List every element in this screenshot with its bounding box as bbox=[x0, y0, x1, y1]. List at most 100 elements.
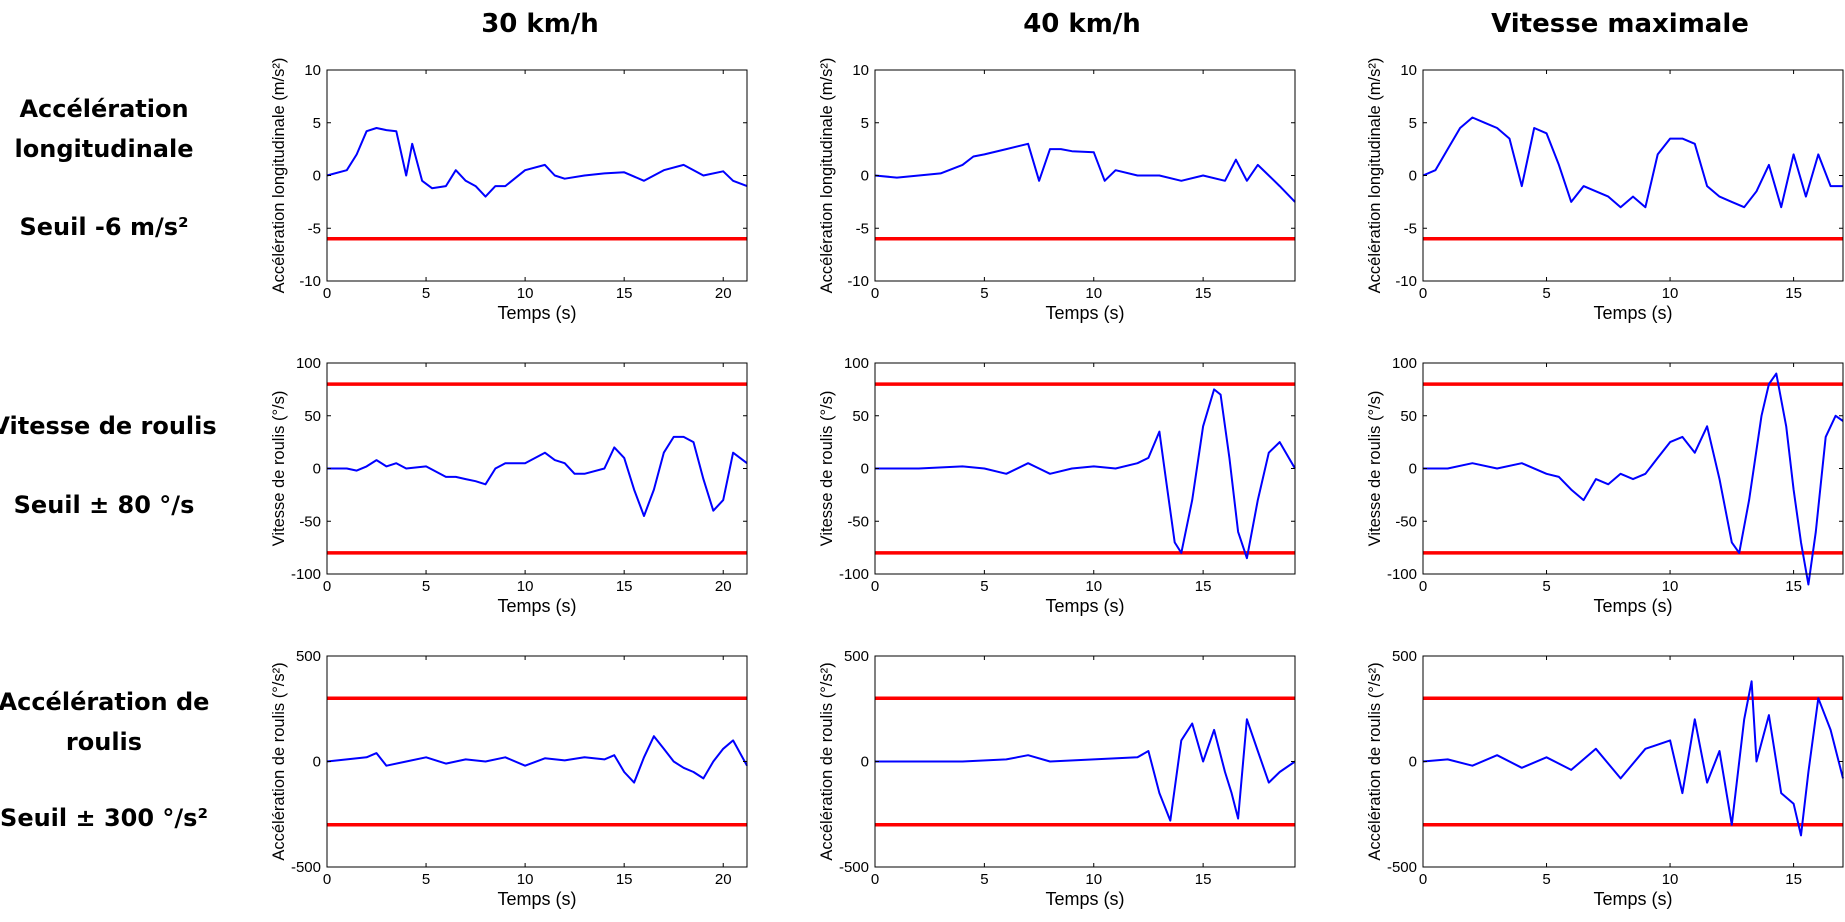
y-tick-label: 5 bbox=[1409, 115, 1417, 132]
x-tick-label: 0 bbox=[871, 578, 879, 595]
x-tick-label: 15 bbox=[616, 578, 633, 595]
y-tick-label: -50 bbox=[299, 513, 321, 530]
signal-series-line bbox=[874, 142, 1296, 203]
y-tick-label: -500 bbox=[839, 859, 869, 876]
y-tick-label: 10 bbox=[852, 62, 869, 79]
y-axis-label: Accélération de roulis (°/s²) bbox=[818, 662, 836, 860]
chart-panel-r1-c2: 0 5 10 15 -100 -50 0 50 100 Temps (s) Vitesse de r… bbox=[1366, 355, 1844, 616]
y-tick-label: 0 bbox=[1409, 754, 1417, 771]
y-axis-label: Accélération de roulis (°/s²) bbox=[270, 662, 288, 860]
x-tick-label: 0 bbox=[323, 871, 331, 888]
x-tick-label: 20 bbox=[715, 871, 732, 888]
y-tick-label: -500 bbox=[291, 859, 321, 876]
y-tick-label: -10 bbox=[847, 273, 869, 290]
y-tick-label: 0 bbox=[861, 461, 869, 478]
x-axis-label: Temps (s) bbox=[1593, 889, 1672, 909]
y-tick-label: 0 bbox=[861, 168, 869, 185]
x-tick-label: 15 bbox=[1785, 578, 1802, 595]
y-tick-label: 100 bbox=[1392, 355, 1417, 372]
x-tick-label: 5 bbox=[422, 871, 430, 888]
x-axis-label: Temps (s) bbox=[497, 889, 576, 909]
y-tick-label: 500 bbox=[296, 648, 321, 665]
y-tick-label: 10 bbox=[1400, 62, 1417, 79]
x-tick-label: 0 bbox=[1419, 871, 1427, 888]
x-axis-label: Temps (s) bbox=[1045, 889, 1124, 909]
row-1-threshold-label: Seuil ± 80 °/s bbox=[14, 491, 195, 519]
y-tick-label: 0 bbox=[1409, 461, 1417, 478]
y-tick-label: 500 bbox=[1392, 648, 1417, 665]
y-tick-label: 0 bbox=[313, 754, 321, 771]
x-tick-label: 5 bbox=[980, 871, 988, 888]
x-tick-label: 10 bbox=[517, 285, 534, 302]
y-tick-label: -50 bbox=[847, 513, 869, 530]
y-tick-label: -5 bbox=[308, 220, 321, 237]
x-tick-label: 15 bbox=[616, 285, 633, 302]
signal-series-line bbox=[875, 388, 1296, 560]
x-tick-label: 20 bbox=[715, 285, 732, 302]
signal-series-line bbox=[1422, 680, 1844, 837]
axes-box bbox=[874, 69, 1296, 282]
x-tick-label: 0 bbox=[1419, 578, 1427, 595]
axes-box bbox=[326, 362, 748, 575]
x-tick-label: 0 bbox=[871, 871, 879, 888]
row-title-0-line-1: Accélération bbox=[19, 95, 188, 123]
y-tick-label: 0 bbox=[313, 168, 321, 185]
row-0-threshold-label: Seuil -6 m/s² bbox=[19, 213, 188, 241]
y-tick-label: -5 bbox=[1404, 220, 1417, 237]
x-tick-label: 10 bbox=[1085, 871, 1102, 888]
row-title-0-line-2: longitudinale bbox=[15, 135, 194, 163]
chart-panel-r1-c1: 0 5 10 15 -100 -50 0 50 100 Temps (s) Vitesse de r… bbox=[818, 355, 1296, 616]
y-tick-label: 50 bbox=[852, 408, 869, 425]
y-axis-label: Vitesse de roulis (°/s) bbox=[270, 391, 288, 547]
x-tick-label: 15 bbox=[1195, 871, 1212, 888]
row-title-2-line-1: Accélération de bbox=[0, 688, 209, 716]
x-tick-label: 15 bbox=[1785, 871, 1802, 888]
x-tick-label: 10 bbox=[1662, 578, 1679, 595]
x-axis-label: Temps (s) bbox=[1045, 303, 1124, 323]
x-tick-label: 15 bbox=[616, 871, 633, 888]
y-tick-label: 5 bbox=[313, 115, 321, 132]
y-tick-label: -500 bbox=[1387, 859, 1417, 876]
x-tick-label: 15 bbox=[1195, 578, 1212, 595]
y-tick-label: -5 bbox=[856, 220, 869, 237]
x-tick-label: 10 bbox=[517, 871, 534, 888]
y-tick-label: 0 bbox=[861, 754, 869, 771]
row-titles: Accélération longitudinale Seuil -6 m/s²… bbox=[0, 95, 217, 832]
column-title-30kmh: 30 km/h bbox=[481, 9, 599, 39]
column-titles: 30 km/h 40 km/h Vitesse maximale bbox=[481, 9, 1749, 39]
column-title-vitesse-maximale: Vitesse maximale bbox=[1491, 9, 1749, 39]
y-tick-label: 50 bbox=[1400, 408, 1417, 425]
x-tick-label: 5 bbox=[1542, 285, 1550, 302]
y-tick-label: 10 bbox=[304, 62, 321, 79]
y-tick-label: -100 bbox=[291, 566, 321, 583]
y-axis-label: Accélération de roulis (°/s²) bbox=[1366, 662, 1384, 860]
y-tick-label: -10 bbox=[1395, 273, 1417, 290]
signal-series-line bbox=[326, 735, 748, 784]
x-tick-label: 15 bbox=[1785, 285, 1802, 302]
x-tick-label: 15 bbox=[1195, 285, 1212, 302]
column-title-40kmh: 40 km/h bbox=[1023, 9, 1141, 39]
chart-panel-r1-c0: 0 5 10 15 20 -100 -50 0 50 100 Temps (s) Vitesse de… bbox=[270, 355, 748, 616]
y-tick-label: -50 bbox=[1395, 513, 1417, 530]
x-tick-label: 0 bbox=[323, 578, 331, 595]
y-axis-label: Accélération longitudinale (m/s²) bbox=[270, 58, 288, 294]
signal-series-line bbox=[1423, 372, 1844, 586]
x-axis-label: Temps (s) bbox=[1593, 596, 1672, 616]
y-tick-label: 100 bbox=[296, 355, 321, 372]
x-tick-label: 20 bbox=[715, 578, 732, 595]
row-title-1-line-1: Vitesse de roulis bbox=[0, 412, 217, 440]
row-title-2-line-2: roulis bbox=[66, 728, 142, 756]
y-tick-label: 50 bbox=[304, 408, 321, 425]
signal-series-line bbox=[326, 127, 748, 198]
x-tick-label: 5 bbox=[1542, 871, 1550, 888]
axes-box bbox=[326, 69, 748, 282]
signal-series-line bbox=[327, 435, 748, 517]
x-tick-label: 10 bbox=[1085, 578, 1102, 595]
x-axis-label: Temps (s) bbox=[497, 303, 576, 323]
